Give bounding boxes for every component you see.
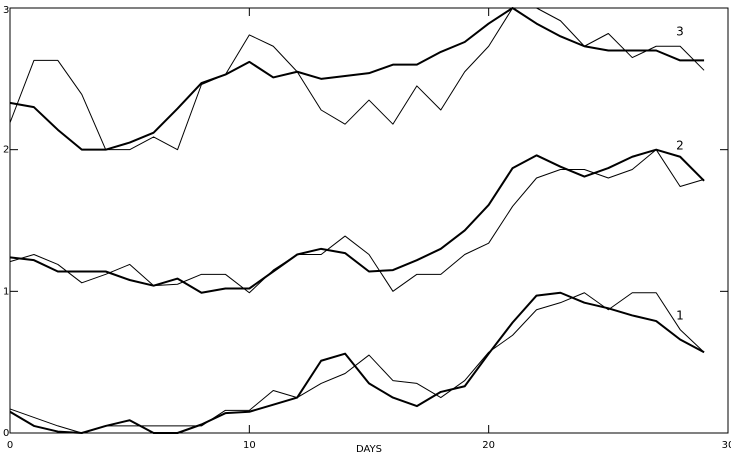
data-line xyxy=(9,148,705,294)
y-tick-label: 3 xyxy=(3,5,9,16)
y-tick-label: 0 xyxy=(3,428,9,439)
x-axis-label: DAYS xyxy=(356,444,382,455)
data-line xyxy=(9,7,705,151)
x-tick-label: 20 xyxy=(482,440,495,451)
x-tick-label: 0 xyxy=(7,440,13,451)
x-tick-label: 30 xyxy=(722,440,731,451)
line-annotation: 1 xyxy=(676,309,684,323)
x-tick-label: 10 xyxy=(243,440,256,451)
data-line xyxy=(9,291,705,434)
data-line xyxy=(9,149,705,294)
line-annotation: 2 xyxy=(676,139,684,153)
data-line xyxy=(9,7,705,151)
y-tick-label: 1 xyxy=(3,286,9,297)
data-line xyxy=(9,292,705,434)
y-tick-label: 2 xyxy=(3,145,9,156)
line-annotation: 3 xyxy=(676,25,684,39)
plot-frame xyxy=(9,7,729,434)
